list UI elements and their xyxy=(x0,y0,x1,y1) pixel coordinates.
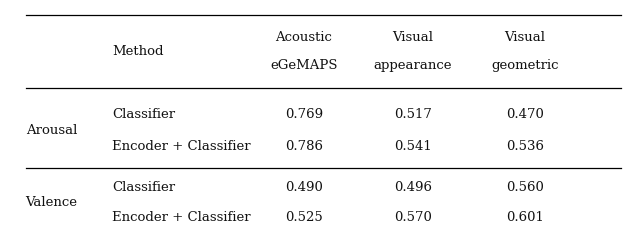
Text: 0.517: 0.517 xyxy=(394,108,432,121)
Text: geometric: geometric xyxy=(491,59,559,72)
Text: 0.496: 0.496 xyxy=(394,180,432,193)
Text: 0.536: 0.536 xyxy=(506,139,544,152)
Text: Classifier: Classifier xyxy=(112,108,175,121)
Text: appearance: appearance xyxy=(374,59,452,72)
Text: 0.525: 0.525 xyxy=(285,210,323,223)
Text: Visual: Visual xyxy=(504,31,545,44)
Text: 0.560: 0.560 xyxy=(506,180,544,193)
Text: eGeMAPS: eGeMAPS xyxy=(270,59,338,72)
Text: 0.786: 0.786 xyxy=(285,139,323,152)
Text: 0.601: 0.601 xyxy=(506,210,544,223)
Text: 0.541: 0.541 xyxy=(394,139,431,152)
Text: 0.470: 0.470 xyxy=(506,108,544,121)
Text: Visual: Visual xyxy=(392,31,433,44)
Text: Acoustic: Acoustic xyxy=(276,31,332,44)
Text: Encoder + Classifier: Encoder + Classifier xyxy=(112,210,251,223)
Text: Method: Method xyxy=(112,45,163,58)
Text: 0.490: 0.490 xyxy=(285,180,323,193)
Text: Arousal: Arousal xyxy=(26,123,77,136)
Text: Classifier: Classifier xyxy=(112,180,175,193)
Text: 0.769: 0.769 xyxy=(285,108,323,121)
Text: Valence: Valence xyxy=(26,195,77,208)
Text: 0.570: 0.570 xyxy=(394,210,432,223)
Text: Encoder + Classifier: Encoder + Classifier xyxy=(112,139,251,152)
